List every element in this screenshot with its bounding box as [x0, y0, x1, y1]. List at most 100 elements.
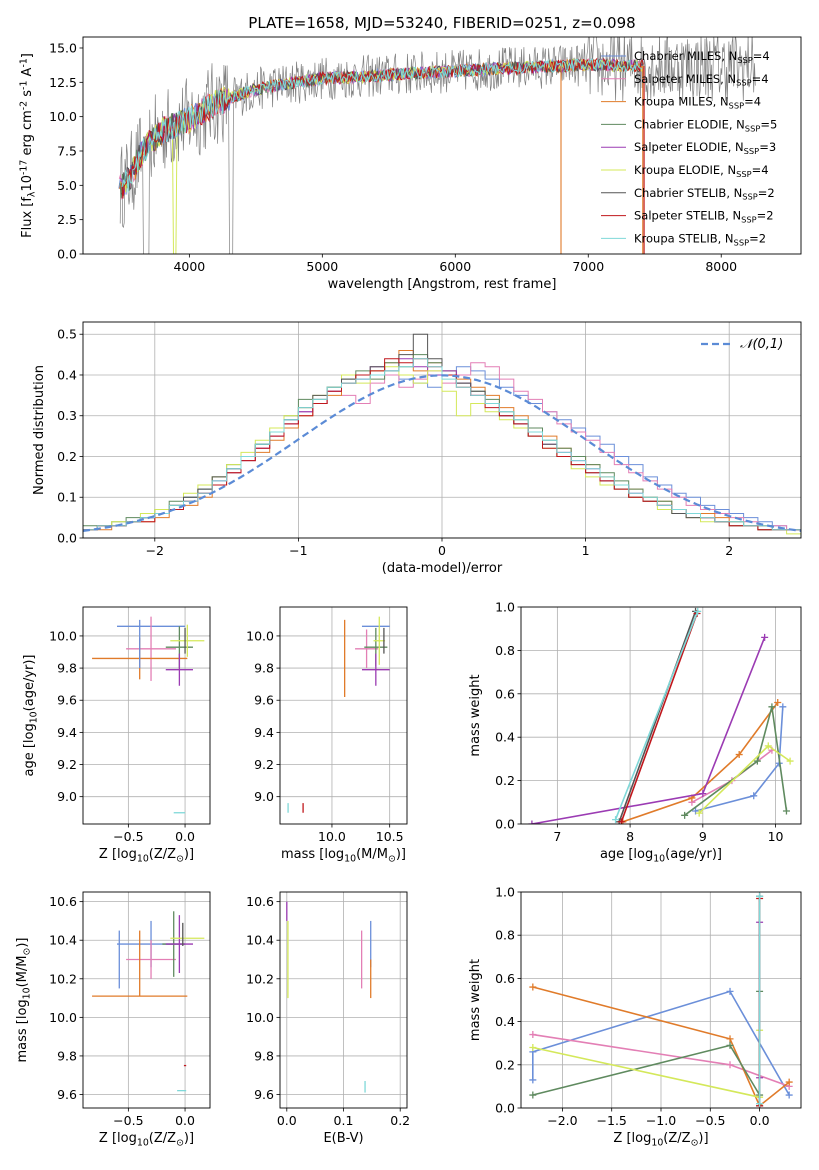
text-span: mass [log: [15, 999, 30, 1062]
series-marker: [695, 809, 703, 817]
error-bar-point: [361, 653, 390, 686]
text-span: 10: [28, 711, 39, 723]
y-tick-label: 7.5: [57, 143, 77, 158]
y-tick-label: 0.4: [57, 367, 77, 382]
y-tick-label: 10.0: [49, 628, 77, 643]
x-tick-label: 10.0: [318, 829, 346, 844]
series-marker: [726, 987, 734, 995]
text-span: )]: [15, 937, 30, 947]
y-tick-label: 0.8: [495, 643, 515, 658]
text-span: (data-model)/error: [382, 561, 503, 576]
y-tick-label: 0.3: [57, 408, 77, 423]
text-span: 10: [651, 1137, 663, 1148]
histogram-step: [83, 366, 801, 538]
text-span: age [log: [22, 723, 37, 776]
text-span: =4: [752, 163, 769, 177]
y-tick-label: 1.0: [495, 885, 515, 900]
series-line: [614, 611, 699, 820]
series-marker: [699, 790, 707, 798]
legend-label: Salpeter MILES, NSSP=4: [634, 72, 769, 88]
x-tick-label: −1.5: [597, 1113, 627, 1128]
axes-frame: [82, 36, 802, 255]
text-span: Z [log: [99, 1131, 137, 1146]
text-span: =4: [753, 49, 770, 63]
plot-content: [286, 901, 372, 1093]
text-span: 10: [344, 853, 356, 864]
text-span: age [log: [600, 847, 653, 862]
mass-vs-ebv-panel: 0.0 0.1 0.2 9.6 9.8 10.0 10.2 10.4 10.6 E(B-V): [246, 891, 410, 1146]
text-span: Z [log: [99, 847, 137, 862]
text-span: Chabrier MILES, N: [634, 49, 737, 63]
text-span: Kroupa MILES, N: [634, 95, 729, 109]
text-span: =4: [752, 72, 769, 86]
legend-label: Chabrier MILES, NSSP=4: [634, 49, 770, 65]
x-tick-label: 2: [725, 543, 733, 558]
legend-label: Salpeter STELIB, NSSP=2: [634, 209, 774, 225]
text-span: ⊙: [21, 948, 32, 956]
y-tick-label: 10.2: [246, 971, 274, 986]
y-tick-label: 9.6: [57, 693, 77, 708]
series-marker: [681, 811, 689, 819]
y-tick-label: 12.5: [49, 75, 77, 90]
y-tick-label: 0.0: [495, 817, 515, 832]
x-axis-label: mass [log10(M/M⊙)]: [281, 847, 406, 864]
plot-area: [280, 607, 407, 824]
y-axis-label: mass [log10(M/M⊙)]: [15, 937, 32, 1062]
series-line: [684, 706, 788, 816]
text-span: )]: [184, 847, 194, 862]
text-span: )]: [396, 847, 406, 862]
x-axis-label: wavelength [Angstrom, rest frame]: [328, 277, 557, 292]
text-span: ⊙: [176, 853, 184, 864]
series-marker: [782, 807, 790, 815]
y-axis-label: Normed distribution: [32, 365, 47, 495]
y-tick-label: 9.2: [254, 757, 274, 772]
y-tick-label: 9.4: [254, 725, 274, 740]
y-axis-label: Flux [fλ10-17 erg cm-2 s-1 A-1]: [18, 53, 37, 238]
series-line: [618, 611, 697, 823]
text-span: -2: [18, 101, 29, 110]
x-tick-label: 0.0: [750, 1113, 770, 1128]
residuals-panel: −2 −1 0 1 2 0.0 0.1 0.2 0.3 0.4 0.5 (data-model)/er…: [32, 321, 802, 576]
x-tick-label: 4000: [173, 259, 205, 274]
series-line: [695, 706, 784, 812]
text-span: =3: [759, 140, 776, 154]
y-tick-label: 0.1: [57, 490, 77, 505]
text-span: SSP: [745, 123, 761, 133]
text-span: Salpeter MILES, N: [634, 72, 736, 86]
text-span: E(B-V): [323, 1131, 363, 1146]
error-bar-point: [126, 940, 176, 979]
text-span: SSP: [734, 237, 750, 247]
text-span: )]: [184, 1131, 194, 1146]
plot-content: [118, 37, 756, 254]
text-span: Salpeter ELODIE, N: [634, 140, 744, 154]
series-marker: [726, 1041, 734, 1049]
text-span: 10: [137, 853, 149, 864]
y-tick-label: 9.2: [57, 757, 77, 772]
legend-label: Chabrier ELODIE, NSSP=5: [634, 117, 777, 133]
text-span: wavelength [Angstrom, rest frame]: [328, 277, 557, 292]
series-marker: [529, 1044, 537, 1052]
y-tick-label: 9.8: [254, 661, 274, 676]
series-marker: [764, 742, 772, 750]
x-tick-label: 6000: [439, 259, 471, 274]
text-span: (Z/Z: [149, 847, 176, 862]
series-marker: [529, 983, 537, 991]
error-bar-point: [373, 616, 386, 665]
series-marker: [529, 1076, 537, 1084]
text-span: =2: [758, 186, 775, 200]
text-span: SSP: [741, 214, 757, 224]
axes-frame: [520, 606, 802, 825]
plot-content: [287, 616, 390, 813]
x-tick-label: −2.0: [547, 1113, 577, 1128]
text-span: Kroupa STELIB, N: [634, 231, 734, 245]
y-axis-label: age [log10(age/yr)]: [22, 654, 39, 776]
text-span: 10: [20, 175, 35, 192]
x-axis-label: E(B-V): [323, 1131, 363, 1146]
x-tick-label: 10.5: [376, 829, 404, 844]
residual-legend: 𝒩(0,1): [701, 337, 783, 352]
text-span: 10: [137, 1137, 149, 1148]
legend-label: 𝒩(0,1): [740, 337, 783, 352]
axes-frame: [82, 891, 211, 1109]
text-span: SSP: [729, 100, 745, 110]
